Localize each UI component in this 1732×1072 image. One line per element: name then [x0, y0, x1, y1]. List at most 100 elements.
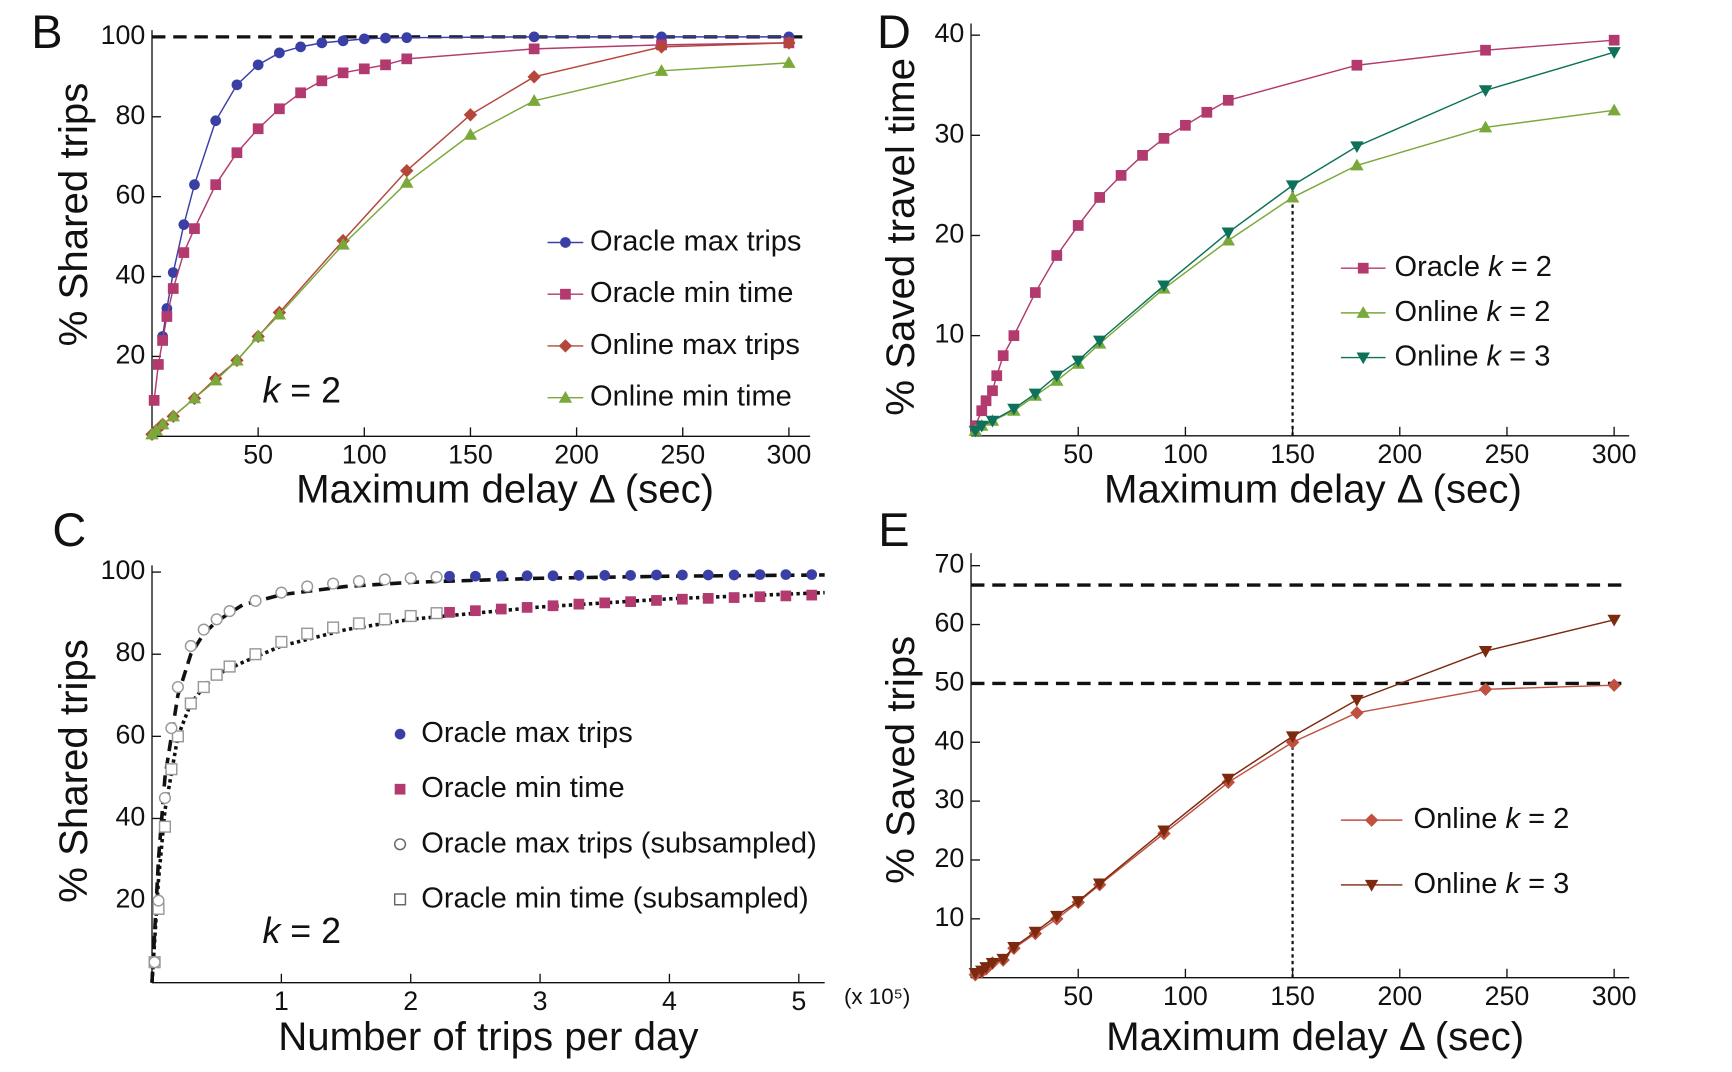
marker [208, 373, 223, 386]
marker [1356, 306, 1370, 318]
panel-letter: C [52, 504, 86, 556]
marker [470, 570, 481, 582]
x-tick-label: 300 [1592, 439, 1637, 469]
x-tick-label: 100 [1163, 981, 1208, 1011]
marker [165, 763, 178, 776]
marker [327, 577, 340, 590]
marker [654, 40, 669, 54]
marker [187, 391, 202, 404]
x-tick-label: 250 [660, 440, 705, 470]
marker [573, 570, 585, 581]
marker [521, 602, 533, 613]
y-tick-label: 80 [115, 637, 145, 667]
marker [197, 680, 210, 694]
marker [358, 63, 370, 75]
marker [1071, 355, 1085, 368]
marker [625, 596, 636, 608]
marker [1050, 370, 1064, 383]
marker [152, 894, 165, 907]
marker [1029, 287, 1041, 298]
marker [167, 283, 179, 294]
marker [153, 359, 164, 370]
y-tick-label: 100 [101, 555, 146, 585]
marker [430, 607, 443, 620]
marker [1115, 170, 1127, 181]
marker [1201, 106, 1213, 118]
marker [1364, 813, 1379, 827]
marker [223, 605, 236, 618]
marker [527, 94, 541, 106]
marker [1608, 34, 1620, 46]
legend-label: Online max trips [590, 329, 800, 361]
x-axis-label: Maximum delay Δ (sec) [1104, 466, 1522, 511]
marker [380, 32, 391, 44]
marker [997, 350, 1009, 362]
marker [573, 598, 585, 610]
marker [148, 395, 160, 406]
marker [1478, 646, 1493, 658]
marker [1364, 879, 1379, 892]
marker [1221, 773, 1235, 786]
marker [210, 668, 223, 681]
x-tick-label: 1 [274, 986, 289, 1016]
y-tick-label: 60 [935, 608, 965, 638]
annotation: k = 2 [262, 371, 341, 411]
marker [155, 417, 170, 430]
marker [189, 179, 200, 191]
marker [677, 593, 688, 605]
x-tick-label: 300 [1592, 981, 1637, 1011]
marker [337, 67, 349, 79]
x-axis-label: Number of trips per day [278, 1014, 699, 1059]
legend-label: Oracle k = 2 [1395, 251, 1552, 283]
marker [985, 957, 1000, 970]
marker [275, 635, 288, 648]
marker [560, 288, 571, 300]
marker [980, 395, 992, 407]
marker [677, 569, 688, 581]
marker [210, 179, 222, 191]
y-tick-label: 20 [115, 340, 145, 370]
marker [651, 569, 662, 581]
marker [148, 956, 161, 969]
y-tick-label: 10 [935, 902, 965, 932]
marker [378, 573, 391, 586]
y-tick-label: 30 [935, 118, 965, 148]
marker [352, 575, 366, 588]
marker [1158, 132, 1170, 144]
y-tick-label: 20 [935, 843, 965, 873]
marker [295, 41, 306, 53]
x-tick-label: 4 [662, 986, 677, 1016]
x-tick-label: 50 [243, 440, 273, 470]
marker [1137, 149, 1148, 161]
marker [463, 128, 478, 140]
marker [165, 722, 178, 735]
marker [463, 108, 478, 122]
x-tick-label: 150 [1270, 439, 1315, 469]
marker [976, 405, 988, 417]
marker [806, 569, 818, 580]
series-line [161, 36, 789, 337]
marker [230, 353, 244, 366]
marker [599, 570, 611, 581]
marker [1180, 119, 1191, 131]
y-tick-label: 10 [935, 319, 965, 349]
legend-label: Oracle min time [590, 277, 793, 309]
marker [1222, 94, 1234, 106]
marker [754, 591, 766, 603]
marker [149, 423, 163, 436]
legend-label: Oracle max trips [421, 717, 632, 749]
marker [274, 103, 285, 115]
marker [996, 953, 1010, 966]
y-axis-label: % Saved trips [877, 636, 922, 884]
marker [1028, 388, 1043, 401]
marker [295, 87, 306, 99]
marker [272, 307, 287, 320]
marker [210, 613, 223, 626]
legend-label: Oracle min time [421, 772, 624, 804]
marker [547, 600, 559, 612]
marker [223, 660, 236, 673]
y-tick-label: 80 [115, 100, 145, 130]
marker [158, 791, 172, 805]
marker [178, 219, 190, 230]
marker [189, 223, 200, 234]
